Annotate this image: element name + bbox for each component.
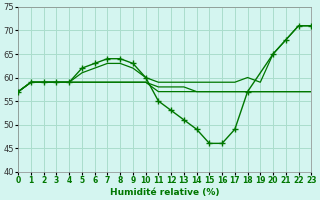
X-axis label: Humidité relative (%): Humidité relative (%): [110, 188, 220, 197]
